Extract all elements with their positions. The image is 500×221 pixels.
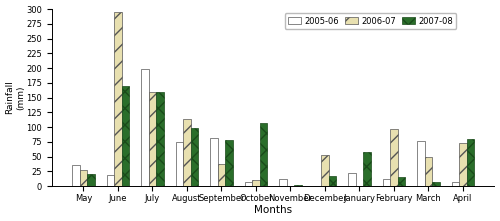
Bar — [148, 92, 156, 186]
Bar — [348, 173, 356, 186]
Bar — [218, 164, 225, 186]
Bar — [183, 119, 190, 186]
Bar — [156, 92, 164, 186]
Bar — [321, 155, 328, 186]
Bar — [141, 69, 148, 186]
Bar — [252, 179, 260, 186]
Bar — [459, 143, 466, 186]
Legend: 2005-06, 2006-07, 2007-08: 2005-06, 2006-07, 2007-08 — [284, 13, 456, 29]
Bar — [87, 174, 95, 186]
Bar — [382, 179, 390, 186]
Bar — [279, 179, 286, 186]
Bar — [452, 183, 459, 186]
Bar — [424, 157, 432, 186]
Bar — [106, 175, 114, 186]
Bar — [72, 165, 80, 186]
Bar — [80, 170, 87, 186]
Bar — [122, 86, 130, 186]
Bar — [417, 141, 424, 186]
Bar — [398, 177, 406, 186]
Bar — [432, 183, 440, 186]
Bar — [176, 142, 183, 186]
Bar — [225, 140, 233, 186]
X-axis label: Months: Months — [254, 206, 292, 215]
Bar — [294, 185, 302, 186]
Bar — [363, 152, 371, 186]
Bar — [210, 138, 218, 186]
Bar — [390, 129, 398, 186]
Bar — [328, 176, 336, 186]
Y-axis label: Rainfall
(mm): Rainfall (mm) — [6, 81, 25, 114]
Bar — [114, 12, 122, 186]
Bar — [260, 123, 268, 186]
Bar — [466, 139, 474, 186]
Bar — [190, 128, 198, 186]
Bar — [244, 182, 252, 186]
